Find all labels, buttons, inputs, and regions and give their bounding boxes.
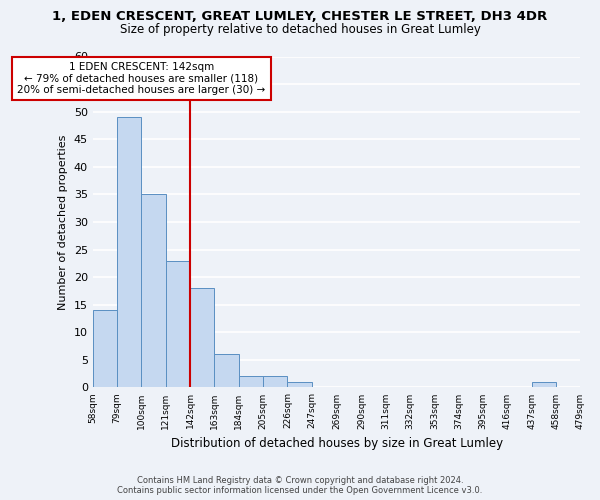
- Bar: [263, 376, 287, 388]
- Bar: [287, 382, 312, 388]
- Text: 1 EDEN CRESCENT: 142sqm
← 79% of detached houses are smaller (118)
20% of semi-d: 1 EDEN CRESCENT: 142sqm ← 79% of detache…: [17, 62, 266, 95]
- Text: Size of property relative to detached houses in Great Lumley: Size of property relative to detached ho…: [119, 22, 481, 36]
- Bar: [93, 310, 117, 388]
- Bar: [117, 117, 142, 388]
- Bar: [142, 194, 166, 388]
- Bar: [239, 376, 263, 388]
- Text: 1, EDEN CRESCENT, GREAT LUMLEY, CHESTER LE STREET, DH3 4DR: 1, EDEN CRESCENT, GREAT LUMLEY, CHESTER …: [52, 10, 548, 23]
- Bar: [532, 382, 556, 388]
- X-axis label: Distribution of detached houses by size in Great Lumley: Distribution of detached houses by size …: [170, 437, 503, 450]
- Y-axis label: Number of detached properties: Number of detached properties: [58, 134, 68, 310]
- Bar: [166, 260, 190, 388]
- Bar: [214, 354, 239, 388]
- Bar: [190, 288, 214, 388]
- Text: Contains HM Land Registry data © Crown copyright and database right 2024.
Contai: Contains HM Land Registry data © Crown c…: [118, 476, 482, 495]
